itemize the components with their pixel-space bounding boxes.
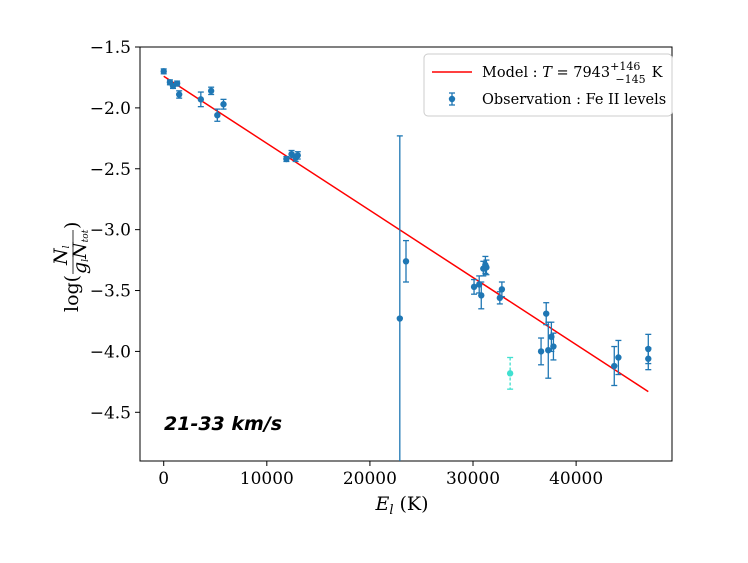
data-points	[160, 68, 652, 461]
data-point	[611, 345, 618, 387]
data-point	[498, 281, 506, 298]
point-marker	[498, 286, 506, 293]
data-point	[402, 239, 410, 283]
data-point	[645, 347, 652, 371]
point-marker	[214, 111, 221, 119]
y-tick-label: −3.0	[90, 221, 131, 241]
point-marker	[396, 315, 404, 322]
data-point	[214, 108, 221, 122]
y-axis: −1.5 −2.0 −2.5 −3.0 −3.5 −4.0 −4.5	[90, 38, 140, 423]
point-marker	[470, 283, 478, 291]
velocity-annotation: 21-33 km/s	[164, 413, 282, 435]
point-marker	[645, 355, 652, 362]
svg-text:Nl: Nl	[50, 245, 72, 266]
data-point	[173, 80, 181, 87]
point-marker	[611, 362, 618, 370]
point-marker	[506, 370, 514, 377]
data-point	[220, 98, 227, 110]
data-point	[197, 91, 205, 108]
x-tick-label: 10000	[240, 469, 294, 489]
point-marker	[173, 80, 181, 87]
point-marker	[537, 348, 545, 355]
data-point	[294, 151, 301, 160]
point-marker	[288, 150, 295, 158]
point-marker	[543, 310, 550, 317]
data-point	[545, 321, 552, 379]
svg-text:log(: log(	[61, 275, 83, 312]
y-tick-label: −2.5	[90, 160, 131, 180]
svg-text:): )	[61, 222, 83, 229]
point-marker	[197, 96, 205, 103]
y-axis-label: log( Nl glNtot )	[50, 222, 91, 312]
y-tick-label: −4.5	[90, 403, 131, 423]
data-point	[175, 90, 183, 99]
y-tick-label: −2.0	[90, 99, 131, 119]
legend: Model : T = 7943+146 −145 K Observation : …	[423, 53, 673, 117]
legend-observation-marker	[448, 95, 456, 103]
point-marker	[545, 346, 552, 354]
legend-observation-label: Observation : Fe II levels	[482, 92, 666, 108]
point-marker	[294, 152, 301, 159]
data-point	[207, 86, 215, 96]
x-axis-label: El (K)	[374, 493, 428, 518]
y-tick-label: −3.5	[90, 282, 131, 302]
y-tick-label: −4.0	[90, 342, 131, 362]
point-marker	[207, 87, 215, 95]
point-marker	[550, 343, 557, 350]
data-point	[483, 259, 490, 276]
data-point	[550, 332, 557, 361]
data-point	[396, 135, 404, 461]
legend-model-label: Model : T = 7943+146 −145 K	[482, 60, 664, 86]
data-point	[543, 302, 550, 326]
svg-text:glNtot: glNtot	[69, 229, 91, 274]
legend-box	[423, 53, 673, 117]
data-point	[537, 337, 545, 366]
x-tick-label: 20000	[343, 469, 397, 489]
data-point	[470, 278, 478, 295]
point-marker	[402, 258, 410, 265]
point-marker	[283, 155, 290, 163]
plot-frame	[139, 46, 673, 462]
point-marker	[160, 68, 167, 75]
point-marker	[220, 101, 227, 108]
data-point	[283, 155, 290, 163]
data-point	[615, 339, 622, 376]
data-point	[478, 281, 485, 310]
point-marker	[478, 292, 485, 299]
point-marker	[615, 354, 622, 361]
point-marker	[175, 91, 183, 98]
y-tick-label: −1.5	[90, 38, 131, 58]
data-point	[160, 68, 167, 75]
x-tick-label: 40000	[549, 469, 603, 489]
model-line	[163, 75, 649, 393]
data-point	[506, 356, 514, 390]
x-tick-label: 30000	[446, 469, 500, 489]
x-tick-label: 0	[158, 469, 169, 489]
point-marker	[483, 264, 490, 271]
x-axis: 0 10000 20000 30000 40000	[158, 461, 603, 489]
plot-area	[160, 68, 652, 461]
